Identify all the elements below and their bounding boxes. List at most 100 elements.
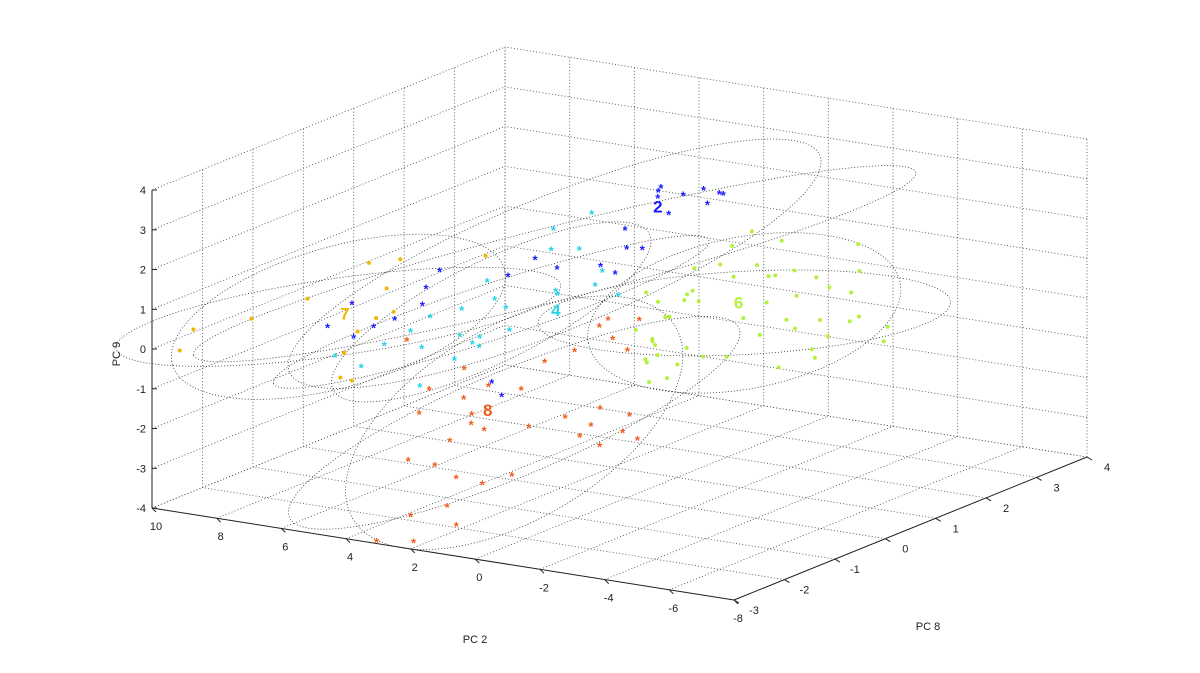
grid-line-floor-x (539, 425, 894, 570)
y-tick-mark (1036, 476, 1042, 481)
y-tick-label: -3 (749, 605, 759, 617)
y-tick-label: 4 (1104, 462, 1110, 474)
y-tick-label: -1 (850, 564, 860, 576)
data-point-cluster-6 (776, 365, 781, 370)
grid-line-floor-y (303, 446, 886, 540)
data-point-cluster-8: * (462, 362, 468, 377)
data-point-cluster-6 (847, 319, 852, 324)
data-point-cluster-2: * (622, 223, 628, 238)
grid-line-sidewall-z (151, 245, 506, 390)
data-point-cluster-4: * (452, 353, 458, 368)
data-point-cluster-6 (665, 376, 669, 381)
data-point-cluster-6 (825, 334, 830, 338)
data-point-cluster-4: * (485, 275, 491, 290)
data-point-cluster-7 (367, 260, 371, 265)
x-tick-mark (474, 558, 480, 564)
cluster-ellipse (587, 232, 902, 394)
data-point-cluster-6 (696, 299, 701, 304)
x-tick-label: -2 (539, 582, 549, 594)
data-point-cluster-2: * (420, 299, 426, 314)
grid-line-sidewall-z (151, 324, 506, 469)
data-point-cluster-4: * (577, 243, 583, 258)
x-tick-mark (539, 568, 545, 574)
data-point-cluster-4: * (555, 288, 561, 303)
data-point-cluster-6 (881, 339, 886, 344)
grid-line-backwall-z (504, 324, 1088, 418)
data-point-cluster-8: * (610, 333, 616, 348)
grid-line-floor-y (404, 405, 987, 499)
data-point-cluster-4: * (470, 337, 476, 352)
x-tick-label: 0 (476, 572, 482, 584)
y-tick-mark (784, 579, 790, 584)
data-point-cluster-2: * (681, 189, 687, 204)
cluster-ellipse (345, 295, 684, 551)
data-point-cluster-7 (342, 350, 346, 355)
x-tick-label: -6 (668, 603, 678, 615)
data-point-cluster-4: * (492, 293, 498, 308)
grid-line-backwall-z (504, 205, 1088, 299)
grid-line-floor-y (202, 487, 785, 580)
z-tick-label: 0 (140, 344, 146, 356)
cluster-label-8: 8 (483, 401, 492, 420)
data-point-cluster-6 (814, 275, 819, 280)
cluster-ellipse (170, 233, 506, 400)
x-tick-mark (216, 517, 222, 523)
cluster-label-6: 6 (734, 294, 743, 313)
data-point-cluster-6 (856, 242, 861, 247)
data-point-cluster-4: * (600, 265, 606, 280)
data-point-cluster-2: * (701, 183, 707, 198)
data-point-cluster-4: * (553, 284, 559, 299)
x-tick-label: 2 (412, 562, 418, 574)
data-point-cluster-8: * (563, 411, 569, 426)
z-tick-label: -1 (136, 384, 146, 396)
data-point-cluster-8: * (469, 408, 475, 423)
data-point-cluster-4: * (593, 279, 599, 294)
y-tick-label: 3 (1054, 482, 1060, 494)
data-point-cluster-2: * (325, 320, 331, 335)
data-point-cluster-8: * (519, 383, 525, 398)
data-point-cluster-2: * (392, 313, 398, 328)
grid-line-floor-x (475, 415, 829, 560)
data-point-cluster-2: * (505, 269, 511, 284)
data-point-cluster-4: * (359, 360, 365, 375)
data-point-cluster-7 (249, 316, 254, 321)
data-point-cluster-2: * (351, 331, 357, 346)
data-point-cluster-6 (764, 300, 769, 305)
data-point-cluster-4: * (477, 340, 483, 355)
data-point-cluster-8: * (542, 355, 548, 370)
data-point-cluster-8: * (444, 500, 450, 515)
data-point-cluster-6 (730, 243, 735, 248)
z-tick-label: 1 (140, 304, 146, 316)
grid-line-sidewall-z (151, 126, 506, 270)
data-point-cluster-6 (653, 343, 658, 347)
y-tick-label: 1 (953, 523, 959, 535)
data-point-cluster-6 (675, 362, 680, 367)
x-tick-mark (410, 548, 416, 554)
cluster-ellipse (537, 269, 951, 357)
data-point-cluster-6 (792, 268, 797, 273)
cluster-ellipse (192, 165, 917, 363)
cluster-ellipses (115, 138, 951, 551)
data-point-cluster-2: * (624, 242, 630, 257)
data-point-cluster-2: * (640, 242, 646, 257)
data-point-cluster-6 (784, 317, 789, 322)
data-point-cluster-7 (338, 375, 343, 380)
grid-line-backwall-z (504, 86, 1088, 180)
y-tick-mark (733, 599, 740, 604)
data-point-cluster-2: * (499, 389, 505, 404)
data-point-cluster-6 (794, 293, 799, 298)
cluster-ellipse (272, 235, 710, 389)
data-point-cluster-8: * (509, 469, 515, 484)
data-point-cluster-8: * (432, 459, 438, 474)
data-points: * ***************************** **********… (177, 181, 890, 551)
x-tick-label: 10 (150, 521, 162, 533)
data-point-cluster-2: * (489, 376, 495, 391)
data-point-cluster-6 (773, 273, 778, 278)
data-point-cluster-2: * (349, 298, 355, 313)
data-point-cluster-6 (766, 274, 771, 279)
data-point-cluster-8: * (637, 313, 643, 328)
grid-line-sidewall-z (151, 46, 506, 191)
grid-line-floor-x (281, 385, 635, 529)
data-point-cluster-8: * (588, 419, 594, 434)
